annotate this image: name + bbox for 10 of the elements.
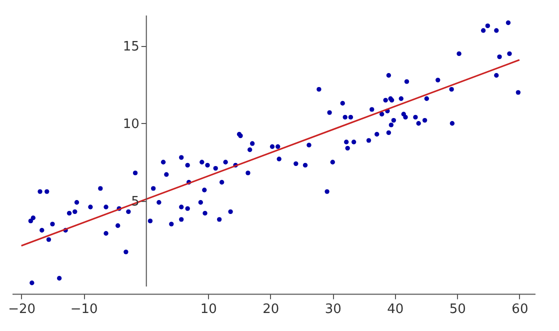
- x-tick-label: 30: [324, 302, 342, 318]
- y-tick-label: 10: [122, 116, 140, 132]
- x-tick-label: 40: [387, 302, 404, 318]
- x-tick-label: 60: [512, 302, 528, 318]
- x-tick-label: 20: [262, 302, 280, 318]
- x-tick-label: −20: [8, 302, 36, 318]
- x-tick-label: 10: [200, 302, 217, 318]
- y-tick-label: 15: [122, 39, 140, 54]
- x-tick-label: −10: [70, 302, 98, 318]
- x-tick-label: 50: [449, 302, 466, 318]
